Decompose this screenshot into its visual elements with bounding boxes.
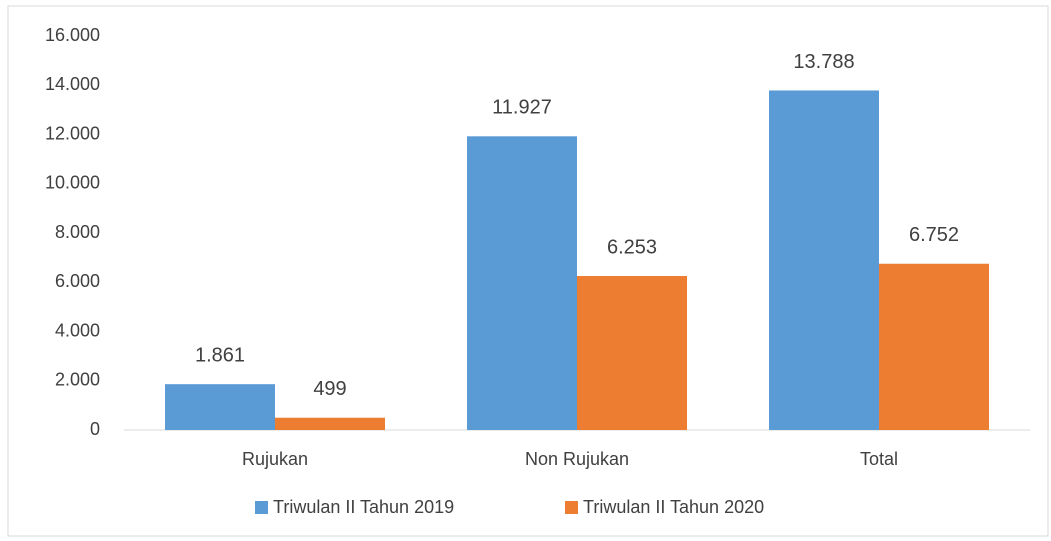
y-tick-label: 12.000 — [45, 123, 100, 143]
y-tick-label: 10.000 — [45, 173, 100, 193]
bar — [769, 90, 879, 431]
y-tick-label: 14.000 — [45, 74, 100, 94]
y-tick-label: 0 — [90, 419, 100, 439]
value-label: 6.752 — [909, 224, 959, 246]
legend-label: Triwulan II Tahun 2019 — [273, 497, 454, 517]
x-tick-label: Non Rujukan — [525, 449, 629, 469]
y-tick-label: 8.000 — [55, 222, 100, 242]
y-tick-label: 16.000 — [45, 25, 100, 45]
bar — [879, 263, 989, 430]
value-label: 11.927 — [492, 97, 552, 119]
x-tick-label: Total — [860, 449, 898, 469]
legend-label: Triwulan II Tahun 2020 — [583, 497, 764, 517]
value-label: 499 — [313, 378, 346, 400]
bar — [275, 417, 385, 430]
value-label: 1.861 — [195, 344, 245, 366]
y-tick-label: 4.000 — [55, 320, 100, 340]
bar — [467, 136, 577, 431]
legend-swatch — [565, 501, 578, 514]
x-tick-label: Rujukan — [242, 449, 308, 469]
legend-swatch — [255, 501, 268, 514]
bar — [577, 276, 687, 430]
y-tick-label: 2.000 — [55, 370, 100, 390]
y-tick-label: 6.000 — [55, 271, 100, 291]
value-label: 6.253 — [607, 236, 657, 258]
bar — [165, 384, 275, 430]
value-label: 13.788 — [793, 51, 854, 73]
